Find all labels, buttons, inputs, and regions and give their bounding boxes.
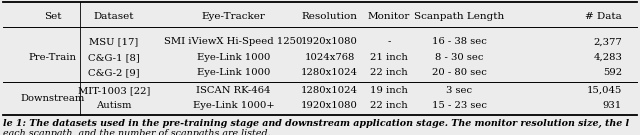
Text: Downstream: Downstream (20, 94, 84, 103)
Text: Scanpath Length: Scanpath Length (414, 12, 505, 21)
Text: Resolution: Resolution (301, 12, 358, 21)
Text: 4,283: 4,283 (593, 53, 622, 62)
Text: 15 - 23 sec: 15 - 23 sec (432, 102, 487, 110)
Text: # Data: # Data (586, 12, 622, 21)
Text: 8 - 30 sec: 8 - 30 sec (435, 53, 484, 62)
Text: Pre-Train: Pre-Train (29, 53, 77, 62)
Text: C&G-2 [9]: C&G-2 [9] (88, 68, 140, 77)
Text: 15,045: 15,045 (587, 86, 622, 95)
Text: 1280x1024: 1280x1024 (301, 68, 358, 77)
Text: Eye-Tracker: Eye-Tracker (202, 12, 266, 21)
Text: MSU [17]: MSU [17] (90, 37, 138, 46)
Text: Set: Set (44, 12, 61, 21)
Text: 3 sec: 3 sec (447, 86, 472, 95)
Text: 22 inch: 22 inch (371, 102, 408, 110)
Text: Monitor: Monitor (368, 12, 410, 21)
Text: C&G-1 [8]: C&G-1 [8] (88, 53, 140, 62)
Text: 21 inch: 21 inch (370, 53, 408, 62)
Text: 592: 592 (603, 68, 622, 77)
Text: ISCAN RK-464: ISCAN RK-464 (196, 86, 271, 95)
Text: 19 inch: 19 inch (370, 86, 408, 95)
Text: 16 - 38 sec: 16 - 38 sec (432, 37, 487, 46)
Text: 1920x1080: 1920x1080 (301, 37, 358, 46)
Text: Autism: Autism (96, 102, 132, 110)
Text: MIT-1003 [22]: MIT-1003 [22] (77, 86, 150, 95)
Text: -: - (387, 37, 391, 46)
Text: 20 - 80 sec: 20 - 80 sec (432, 68, 487, 77)
Text: 1920x1080: 1920x1080 (301, 102, 358, 110)
Text: 22 inch: 22 inch (371, 68, 408, 77)
Text: each scanpath, and the number of scanpaths are listed.: each scanpath, and the number of scanpat… (3, 129, 271, 135)
Text: Eye-Link 1000+: Eye-Link 1000+ (193, 102, 275, 110)
Text: 2,377: 2,377 (593, 37, 622, 46)
Text: Dataset: Dataset (93, 12, 134, 21)
Text: Eye-Link 1000: Eye-Link 1000 (197, 68, 270, 77)
Text: Eye-Link 1000: Eye-Link 1000 (197, 53, 270, 62)
Text: 931: 931 (603, 102, 622, 110)
Text: 1280x1024: 1280x1024 (301, 86, 358, 95)
Text: le 1: The datasets used in the pre-training stage and downstream application sta: le 1: The datasets used in the pre-train… (3, 119, 629, 128)
Text: 1024x768: 1024x768 (305, 53, 355, 62)
Text: SMI iViewX Hi-Speed 1250: SMI iViewX Hi-Speed 1250 (164, 37, 303, 46)
